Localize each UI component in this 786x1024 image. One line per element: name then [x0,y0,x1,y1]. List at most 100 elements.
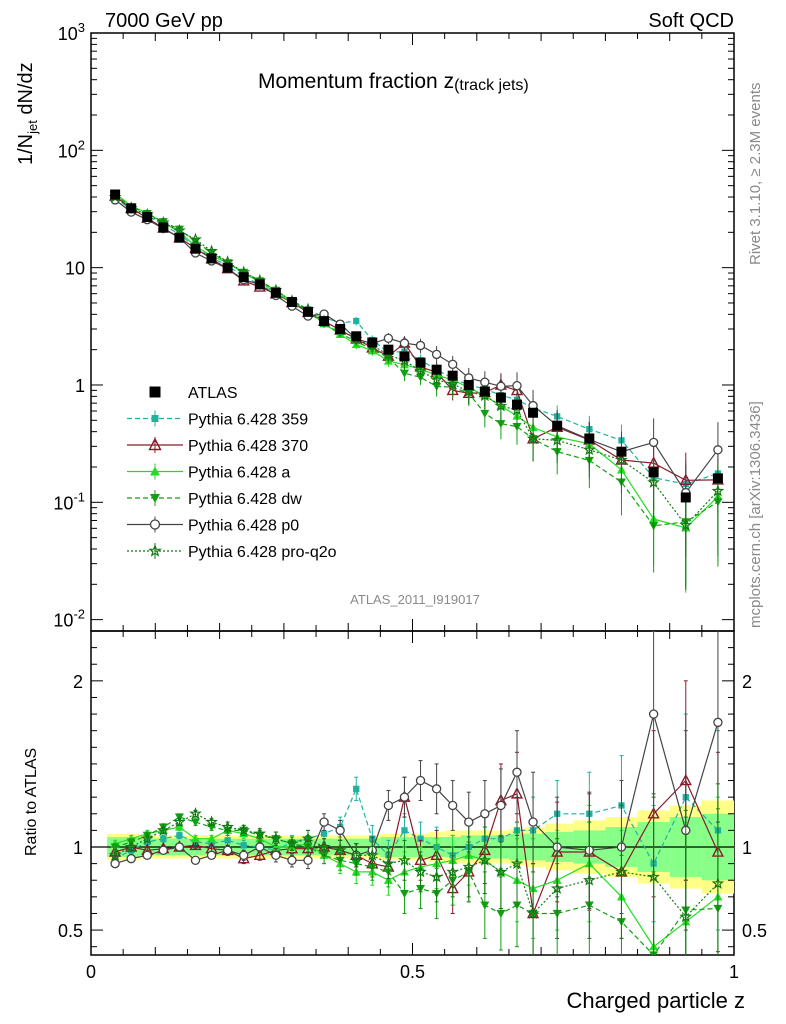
ratio-point-pq2o [108,848,122,861]
main-point-pq2o [414,364,427,377]
ratio-series-group [108,631,725,955]
ratio-point-pp0 [303,855,313,865]
main-point-atlas [174,232,185,243]
main-point-atlas [158,222,169,233]
ratio-point-pp0 [222,845,233,856]
legend-label-p359: Pythia 6.428 359 [188,412,308,429]
axis-ticks [90,32,735,955]
x-tick-label: 0 [86,962,96,982]
ratio-point-pq2o [494,865,508,878]
main-series-group [108,189,725,593]
legend-label-pq2o: Pythia 6.428 pro-q2o [188,544,337,561]
main-point-pp0 [512,380,522,391]
main-point-atlas [479,386,490,397]
ratio-point-pp0 [319,817,329,827]
main-point-atlas [495,392,506,403]
main-point-atlas [319,316,330,327]
ratio-point-pp0 [190,855,201,865]
main-point-atlas [142,212,153,223]
legend-label-pa: Pythia 6.428 a [188,465,290,482]
main-point-pq2o [526,432,540,445]
ratio-point-p359 [417,835,424,842]
main-point-atlas [303,306,314,317]
main-point-pdw [399,369,409,378]
main-point-atlas [415,357,426,368]
main-title-base: Momentum fraction z [258,70,454,93]
legend-marker-pa [150,466,160,476]
ratio-point-pq2o [317,840,331,853]
ratio-point-pq2o [237,823,251,836]
y-tick-label-ratio: 0.5 [58,921,83,941]
ratio-point-pdw [480,901,490,910]
ratio-point-p359 [160,835,167,842]
ratio-point-pa [174,822,184,831]
ratio-point-pp0 [464,817,474,827]
main-point-atlas [254,279,265,290]
y-tick-label-main: 10 [65,259,85,279]
main-point-p359 [353,317,360,325]
y-tick-label-main: 1 [75,376,85,396]
ratio-point-p359 [176,832,183,839]
ratio-point-p370 [253,848,266,861]
header-right: Soft QCD [648,10,734,32]
legend-marker-atlas [149,386,161,398]
ratio-point-pq2o [333,843,347,856]
ratio-point-pp0 [399,792,410,802]
ratio-point-pp0 [239,850,249,861]
ratio-point-pp0 [110,858,120,869]
main-point-atlas [431,364,442,375]
ratio-point-pq2o [301,831,315,845]
main-point-atlas [190,243,201,254]
main-point-atlas [447,370,458,381]
legend-marker-p359 [151,415,159,422]
ratio-point-pq2o [478,853,492,866]
main-point-atlas [680,492,691,503]
main-point-atlas [286,296,297,307]
ratio-point-pq2o [398,853,411,866]
main-line-pdw [114,194,719,527]
main-point-pp0 [447,359,458,370]
y-tick-label-ratio-right: 1 [742,838,752,858]
main-point-atlas [206,253,217,264]
ylabel-main-sub: jet [25,120,40,135]
ratio-point-pdw [190,818,200,827]
main-title-sub: (track jets) [454,77,529,94]
ratio-point-pq2o [365,848,379,861]
main-point-pq2o [494,399,508,412]
ratio-point-pq2o [430,870,444,883]
main-point-pq2o [679,518,693,531]
y-tick-label-main: 102 [58,137,85,161]
ratio-point-pp0 [271,850,281,861]
main-point-pq2o [647,475,660,488]
ratio-point-pq2o [510,856,524,870]
y-tick-label-main: 10-1 [53,489,85,513]
ratio-point-pp0 [512,767,522,777]
y-tick-label-main: 103 [58,20,85,44]
ratio-point-pq2o [647,870,660,883]
ylabel-main-base: 1/N [15,134,37,165]
ratio-point-pq2o [269,831,283,845]
legend-label-pp0: Pythia 6.428 p0 [188,518,299,535]
ratio-point-pq2o [156,823,170,836]
main-point-atlas [222,262,233,273]
ratio-point-pq2o [381,856,395,870]
ratio-point-pq2o [462,860,476,873]
legend-marker-pp0 [149,519,161,530]
main-panel-frame [90,32,735,632]
main-point-pq2o [446,377,460,390]
main-point-atlas [335,323,346,334]
main-point-atlas [110,189,121,200]
ratio-point-pp0 [255,842,265,852]
ratio-point-pp0 [496,800,506,811]
ratio-point-pq2o [285,836,299,850]
ratio-point-pq2o [414,865,427,878]
ratio-point-pp0 [648,709,659,719]
ratio-point-pp0 [174,842,185,852]
main-point-pp0 [383,333,394,343]
main-point-pq2o [711,484,725,497]
ratio-point-p359 [401,827,408,834]
legend: ATLAS Pythia 6.428 359 Pythia 6.428 370 Pyt… [127,385,337,561]
main-title: Momentum fraction z(track jets) [258,70,529,94]
ratio-point-pq2o [550,881,564,894]
